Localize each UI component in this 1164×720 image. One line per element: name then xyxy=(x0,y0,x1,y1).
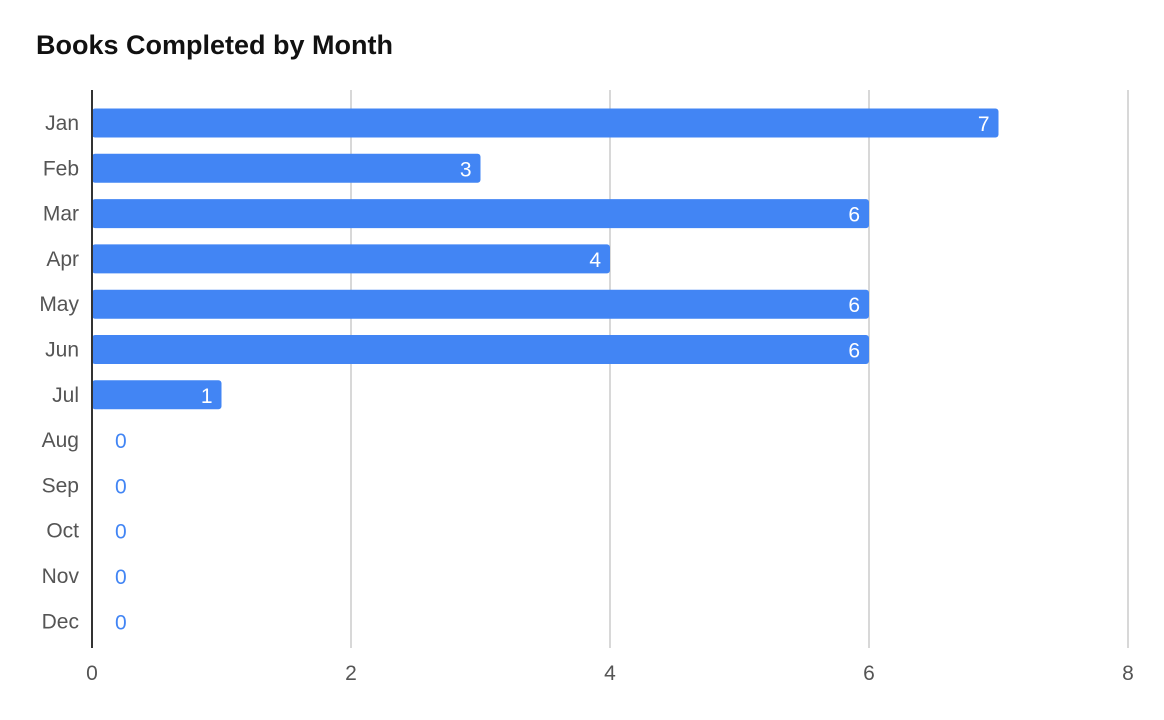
x-tick-label: 2 xyxy=(345,662,357,685)
category-label: Sep xyxy=(42,474,79,497)
data-label: 6 xyxy=(848,340,860,363)
category-label: Jun xyxy=(45,339,79,362)
x-tick-label: 4 xyxy=(604,662,616,685)
data-label: 0 xyxy=(115,430,127,453)
data-label: 0 xyxy=(115,566,127,589)
category-label: Aug xyxy=(42,429,79,452)
bar xyxy=(92,289,869,319)
category-label: Apr xyxy=(46,248,79,271)
category-label: Nov xyxy=(42,565,80,588)
data-label: 4 xyxy=(589,249,601,272)
data-label: 0 xyxy=(115,611,127,634)
category-label: Jul xyxy=(52,384,79,407)
x-tick-label: 6 xyxy=(863,662,875,685)
category-label: Feb xyxy=(43,157,79,180)
gridlines xyxy=(350,90,1129,648)
category-label: Dec xyxy=(42,610,79,633)
bar xyxy=(92,108,999,138)
data-label: 1 xyxy=(201,385,213,408)
chart-title: Books Completed by Month xyxy=(36,30,393,60)
data-label: 0 xyxy=(115,521,127,544)
data-label: 6 xyxy=(848,294,860,317)
category-label: Mar xyxy=(43,203,79,226)
bars xyxy=(92,108,999,410)
category-label: Oct xyxy=(46,520,79,543)
data-label: 3 xyxy=(460,158,472,181)
category-label: May xyxy=(39,293,79,316)
x-tick-label: 0 xyxy=(86,662,98,685)
bar xyxy=(92,199,869,229)
x-tick-label: 8 xyxy=(1122,662,1134,685)
labels: 0 2 4 6 8 Jan 7 Feb 3 Mar 6 Apr 4 May 6 Jun 6 Jul 1 Aug 0 Sep… xyxy=(39,112,1134,685)
bar xyxy=(92,244,610,274)
category-label: Jan xyxy=(45,112,79,135)
bar xyxy=(92,380,222,410)
bar xyxy=(92,335,869,364)
bar xyxy=(92,153,481,183)
data-label: 0 xyxy=(115,475,127,498)
data-label: 6 xyxy=(848,204,860,227)
data-label: 7 xyxy=(978,113,990,136)
